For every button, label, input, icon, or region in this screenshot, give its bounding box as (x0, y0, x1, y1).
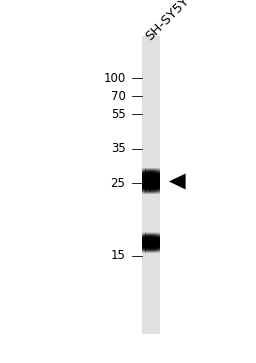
Text: 15: 15 (111, 249, 125, 262)
Text: 70: 70 (111, 90, 125, 103)
Text: 25: 25 (111, 177, 125, 190)
Text: SH-SY5Y: SH-SY5Y (143, 0, 192, 44)
Bar (142, 36, 160, 334)
Polygon shape (169, 174, 186, 189)
Text: 35: 35 (111, 142, 125, 155)
Text: 100: 100 (103, 72, 125, 85)
Text: 55: 55 (111, 108, 125, 121)
